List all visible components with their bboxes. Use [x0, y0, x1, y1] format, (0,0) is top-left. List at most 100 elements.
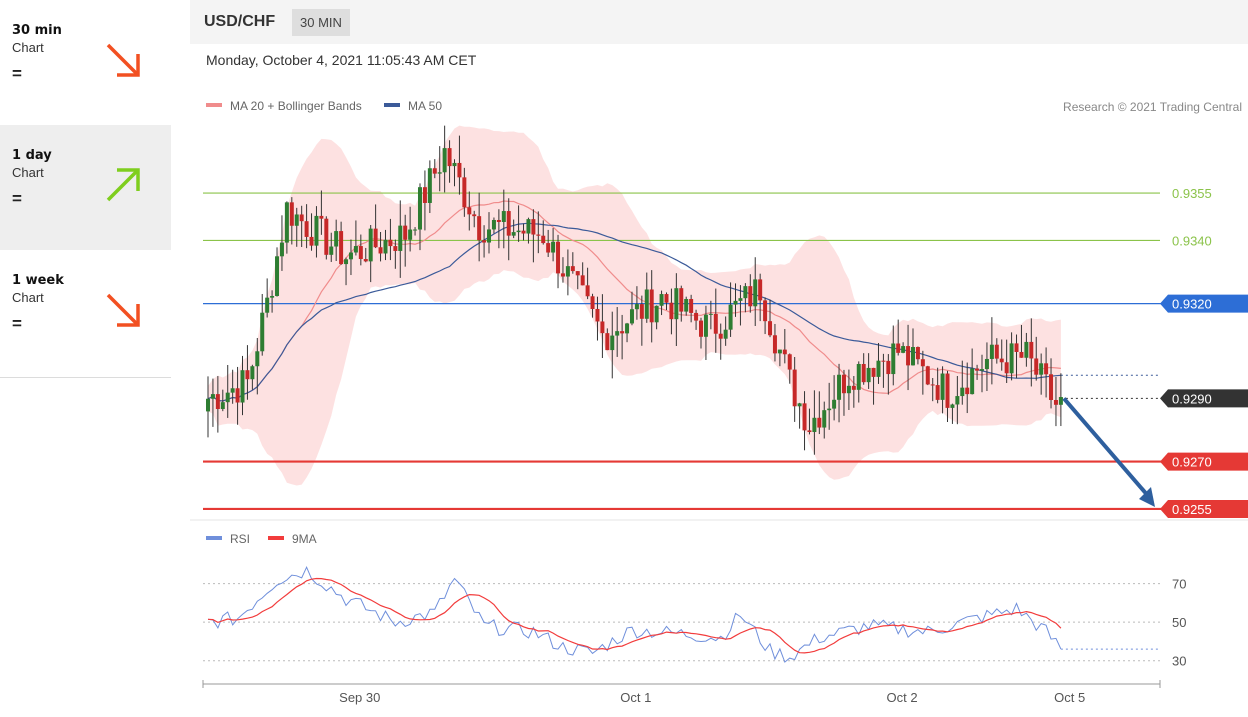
candle-body [334, 231, 339, 247]
candle-body [206, 398, 210, 412]
candle-body [718, 333, 723, 339]
candle-body [457, 162, 462, 178]
candle-body [768, 321, 773, 336]
candle-body [659, 294, 664, 306]
up-arrow-icon [106, 168, 140, 202]
down-arrow-icon [106, 293, 140, 327]
candle-body [817, 417, 822, 428]
candle-body [896, 343, 901, 353]
candle-body [260, 312, 265, 352]
candle-body [413, 229, 418, 231]
candle-body [930, 384, 935, 386]
timeframe-label: 1 day [12, 148, 52, 163]
candle-body [748, 286, 753, 307]
candle-body [496, 219, 501, 223]
x-tick-label: Oct 1 [620, 690, 651, 705]
candle-body [975, 368, 980, 371]
candle-body [802, 403, 807, 431]
level-price-label: 0.9320 [1172, 297, 1212, 312]
legend-label: MA 20 + Bollinger Bands [230, 99, 362, 113]
candle-body [240, 370, 245, 403]
candle-body [575, 271, 580, 276]
candle-body [1053, 400, 1058, 405]
timeframe-1day[interactable]: 1 day Chart = [0, 125, 171, 250]
rsi-legend-label: RSI [230, 532, 250, 546]
candle-body [1019, 351, 1024, 358]
x-tick-label: Oct 5 [1054, 690, 1085, 705]
candle-body [664, 294, 669, 303]
candle-body [447, 148, 452, 167]
candle-body [610, 335, 615, 351]
rsi-line [207, 565, 1062, 663]
candle-body [871, 367, 876, 377]
timeframe-sub: Chart [12, 290, 44, 305]
legend-swatch [384, 103, 400, 107]
forecast-arrow [1062, 397, 1151, 499]
candle-body [876, 360, 881, 377]
timeframe-30min[interactable]: 30 min Chart = [0, 0, 171, 125]
symbol-title: USD/CHF [204, 13, 276, 30]
candle-body [846, 385, 851, 394]
candle-body [723, 329, 728, 339]
candle-body [782, 349, 787, 355]
candle-body [408, 229, 413, 240]
candle-body [467, 207, 472, 215]
candle-body [984, 358, 989, 370]
timeframe-status: = [12, 64, 22, 83]
timeframe-sidebar: 30 min Chart = 1 day Chart = 1 week Char… [0, 0, 171, 378]
candle-body [491, 219, 496, 230]
candle-body [477, 216, 482, 241]
candle-body [565, 266, 570, 277]
candle-body [753, 279, 758, 307]
level-price-tag [1160, 389, 1248, 408]
candle-body [275, 256, 280, 296]
candle-body [442, 148, 447, 173]
timeframe-badge[interactable]: 30 MIN [292, 9, 350, 36]
level-price-label: 0.9355 [1172, 186, 1212, 201]
candle-body [960, 387, 965, 397]
timeframe-1week[interactable]: 1 week Chart = [0, 250, 171, 375]
candle-body [363, 259, 368, 262]
candle-body [398, 225, 403, 251]
candle-body [994, 344, 999, 359]
candle-body [910, 347, 915, 366]
candle-body [329, 246, 334, 255]
candle-body [403, 225, 408, 240]
candle-body [620, 331, 625, 334]
forecast-arrowhead [1139, 486, 1155, 507]
candle-body [462, 177, 467, 208]
candle-body [556, 241, 561, 274]
candle-body [866, 367, 871, 383]
candle-body [255, 351, 260, 367]
candle-body [763, 300, 768, 322]
candle-body [427, 168, 432, 203]
candle-body [299, 214, 304, 222]
candle-body [827, 408, 832, 411]
candle-body [1004, 362, 1009, 374]
candle-body [1024, 341, 1029, 358]
candle-body [856, 363, 861, 390]
candle-body [1044, 363, 1049, 375]
x-tick-label: Sep 30 [339, 690, 380, 705]
candle-body [600, 321, 605, 334]
candle-body [432, 168, 437, 174]
level-price-label: 0.9340 [1172, 233, 1212, 248]
candle-body [989, 344, 994, 359]
candle-body [758, 279, 763, 301]
rsi-ma-line [207, 577, 1062, 654]
candle-body [1049, 374, 1054, 401]
candle-body [832, 399, 837, 409]
candle-body [679, 288, 684, 312]
candle-body [639, 304, 644, 319]
candle-body [792, 369, 797, 407]
candle-body [344, 259, 349, 265]
level-price-label: 0.9270 [1172, 455, 1212, 470]
level-price-tag [1160, 452, 1248, 471]
candle-body [703, 314, 708, 337]
candle-body [689, 298, 694, 313]
down-arrow-icon [106, 43, 140, 77]
candle-body [378, 247, 383, 254]
candle-body [915, 347, 920, 360]
candle-body [733, 300, 738, 305]
candle-body [210, 394, 215, 399]
